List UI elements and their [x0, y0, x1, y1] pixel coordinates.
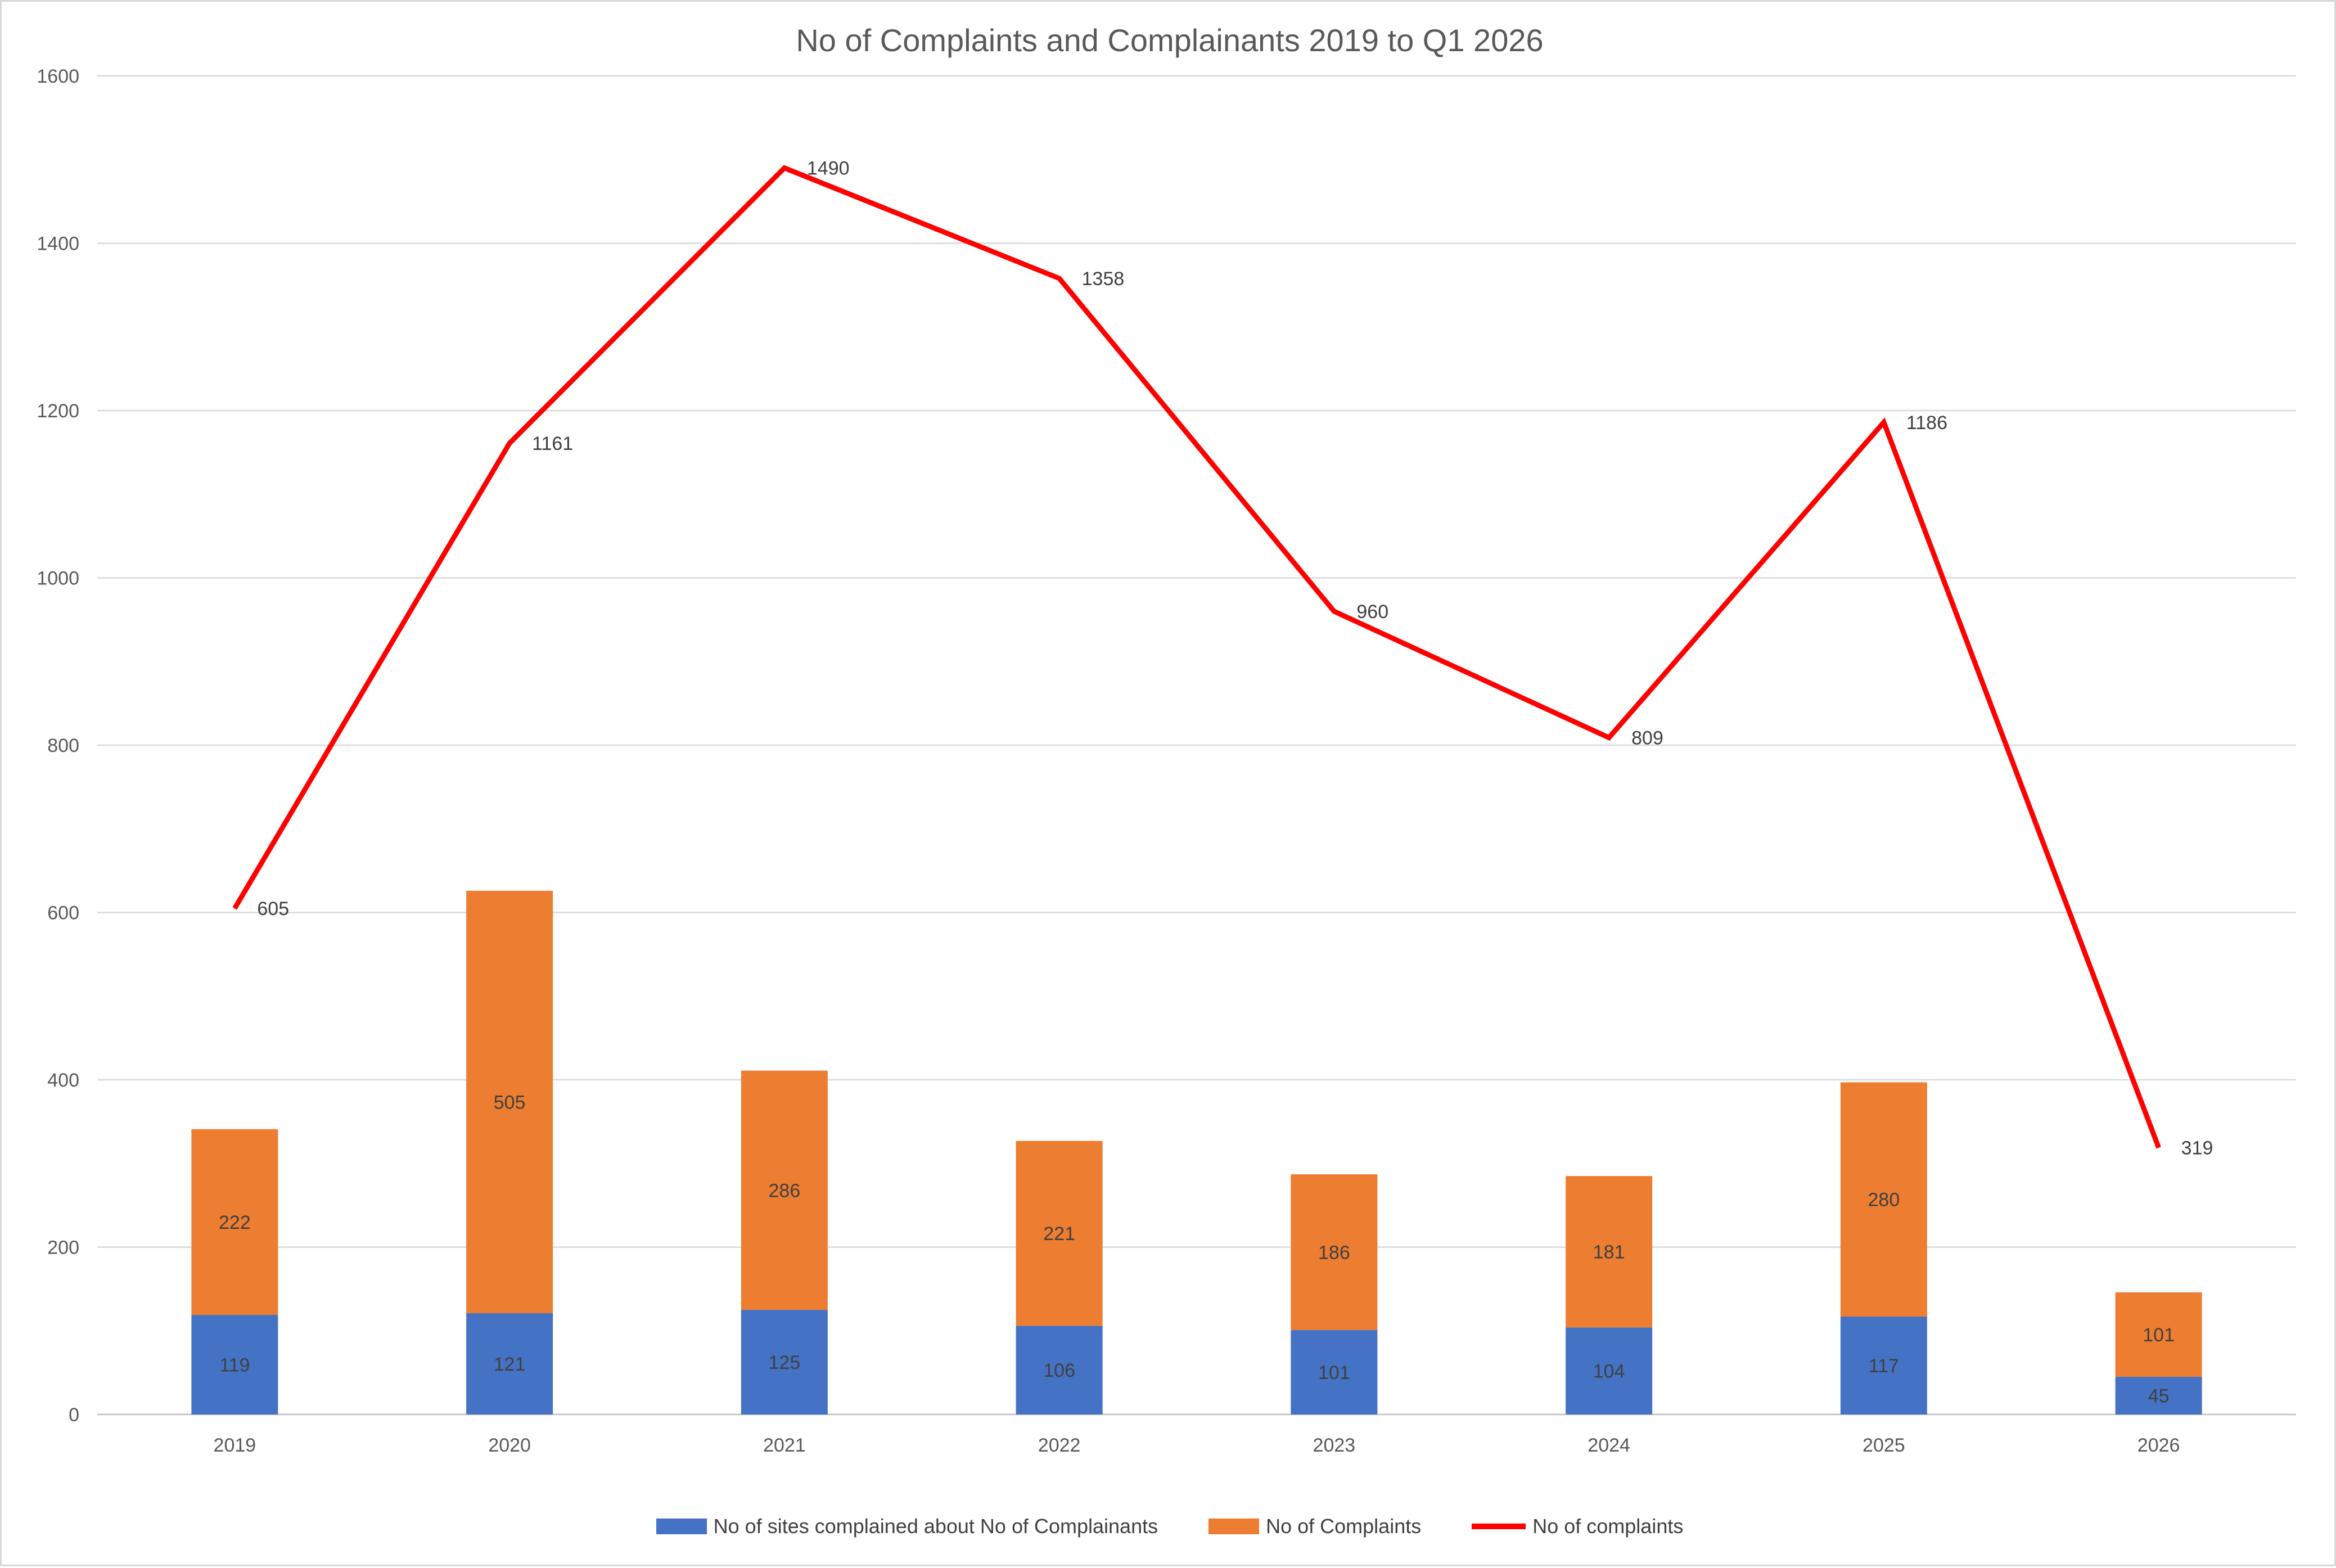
legend-swatch-complainants: [1208, 1519, 1260, 1534]
y-tick-label: 400: [47, 1070, 79, 1091]
legend-label-sites: No of sites complained about No of Compl…: [713, 1515, 1158, 1538]
line-data-label: 1161: [532, 433, 573, 454]
y-tick-label: 600: [47, 903, 79, 924]
line-point: [1883, 421, 1884, 423]
line-point: [1058, 277, 1060, 279]
legend-item-sites: No of sites complained about No of Compl…: [656, 1515, 1158, 1538]
bar-sites: [1840, 1316, 1927, 1414]
y-tick-label: 1200: [37, 400, 79, 422]
data-label: 125: [769, 1352, 801, 1373]
line-data-label: 809: [1631, 728, 1663, 749]
x-tick-label: 2025: [1863, 1435, 1905, 1456]
line-data-label: 960: [1356, 601, 1388, 623]
line-data-label: 1490: [807, 158, 850, 179]
x-tick-label: 2019: [214, 1435, 256, 1456]
x-tick-label: 2023: [1313, 1435, 1356, 1456]
x-tick-label: 2021: [763, 1435, 806, 1456]
data-label: 505: [494, 1092, 526, 1113]
data-label: 101: [2143, 1324, 2175, 1346]
y-tick-label: 1600: [37, 66, 79, 87]
line-data-label: 1186: [1906, 412, 1947, 434]
bar-complainants: [1840, 1082, 1927, 1317]
line-data-label: 319: [2181, 1137, 2213, 1159]
data-label: 221: [1043, 1223, 1075, 1245]
legend-item-complainants: No of Complaints: [1208, 1515, 1421, 1538]
bar-sites: [1291, 1330, 1378, 1414]
legend-label-complainants: No of Complaints: [1266, 1515, 1422, 1538]
x-tick-label: 2020: [488, 1435, 531, 1456]
line-complaints: [232, 165, 2161, 1149]
legend-label-complaints: No of complaints: [1532, 1515, 1684, 1538]
data-label: 121: [494, 1354, 526, 1375]
y-tick-label: 0: [69, 1404, 79, 1426]
bar-complainants: [1016, 1141, 1103, 1326]
line-data-label: 605: [257, 898, 289, 920]
x-tick-label: 2026: [2137, 1435, 2180, 1456]
data-label: 280: [1868, 1189, 1900, 1211]
data-label: 101: [1318, 1362, 1350, 1384]
line-point: [1333, 611, 1335, 612]
data-label: 222: [219, 1212, 251, 1233]
bar-sites: [1566, 1327, 1653, 1414]
data-label: 45: [2148, 1386, 2170, 1407]
line-point: [1608, 737, 1610, 738]
data-label: 104: [1593, 1361, 1625, 1382]
y-tick-label: 1000: [37, 568, 79, 589]
bar-sites: [1016, 1326, 1103, 1414]
bar-sites: [2115, 1377, 2202, 1414]
y-tick-label: 1400: [37, 233, 79, 255]
line-point: [234, 908, 236, 909]
data-label: 286: [769, 1180, 801, 1201]
data-label: 181: [1593, 1242, 1625, 1263]
data-label: 186: [1318, 1242, 1350, 1263]
bar-complainants: [466, 890, 553, 1314]
bar-complainants: [1291, 1174, 1378, 1330]
bar-sites: [191, 1314, 278, 1414]
bar-complainants: [2115, 1292, 2202, 1377]
line-point: [509, 443, 511, 444]
x-tick-label: 2024: [1588, 1435, 1630, 1456]
legend-swatch-sites: [656, 1519, 707, 1534]
bar-complainants: [741, 1070, 828, 1310]
bar-sites: [741, 1310, 828, 1414]
legend-swatch-complaints: [1472, 1524, 1526, 1529]
data-label: 117: [1869, 1355, 1899, 1377]
bar-complainants: [191, 1129, 278, 1315]
y-tick-label: 800: [47, 735, 79, 756]
x-tick-label: 2022: [1038, 1435, 1081, 1456]
line-point: [2158, 1147, 2159, 1148]
legend-item-complaints: No of complaints: [1472, 1515, 1683, 1538]
bar-complainants: [1566, 1176, 1653, 1328]
bar-sites: [466, 1313, 553, 1414]
chart-title: No of Complaints and Complainants 2019 t…: [796, 22, 1544, 58]
line-point: [783, 167, 785, 169]
y-tick-label: 200: [47, 1237, 79, 1259]
data-label: 106: [1043, 1360, 1075, 1381]
data-label: 119: [219, 1354, 250, 1376]
line-data-label: 1358: [1082, 268, 1125, 290]
legend: No of sites complained about No of Compl…: [2, 1515, 2336, 1538]
